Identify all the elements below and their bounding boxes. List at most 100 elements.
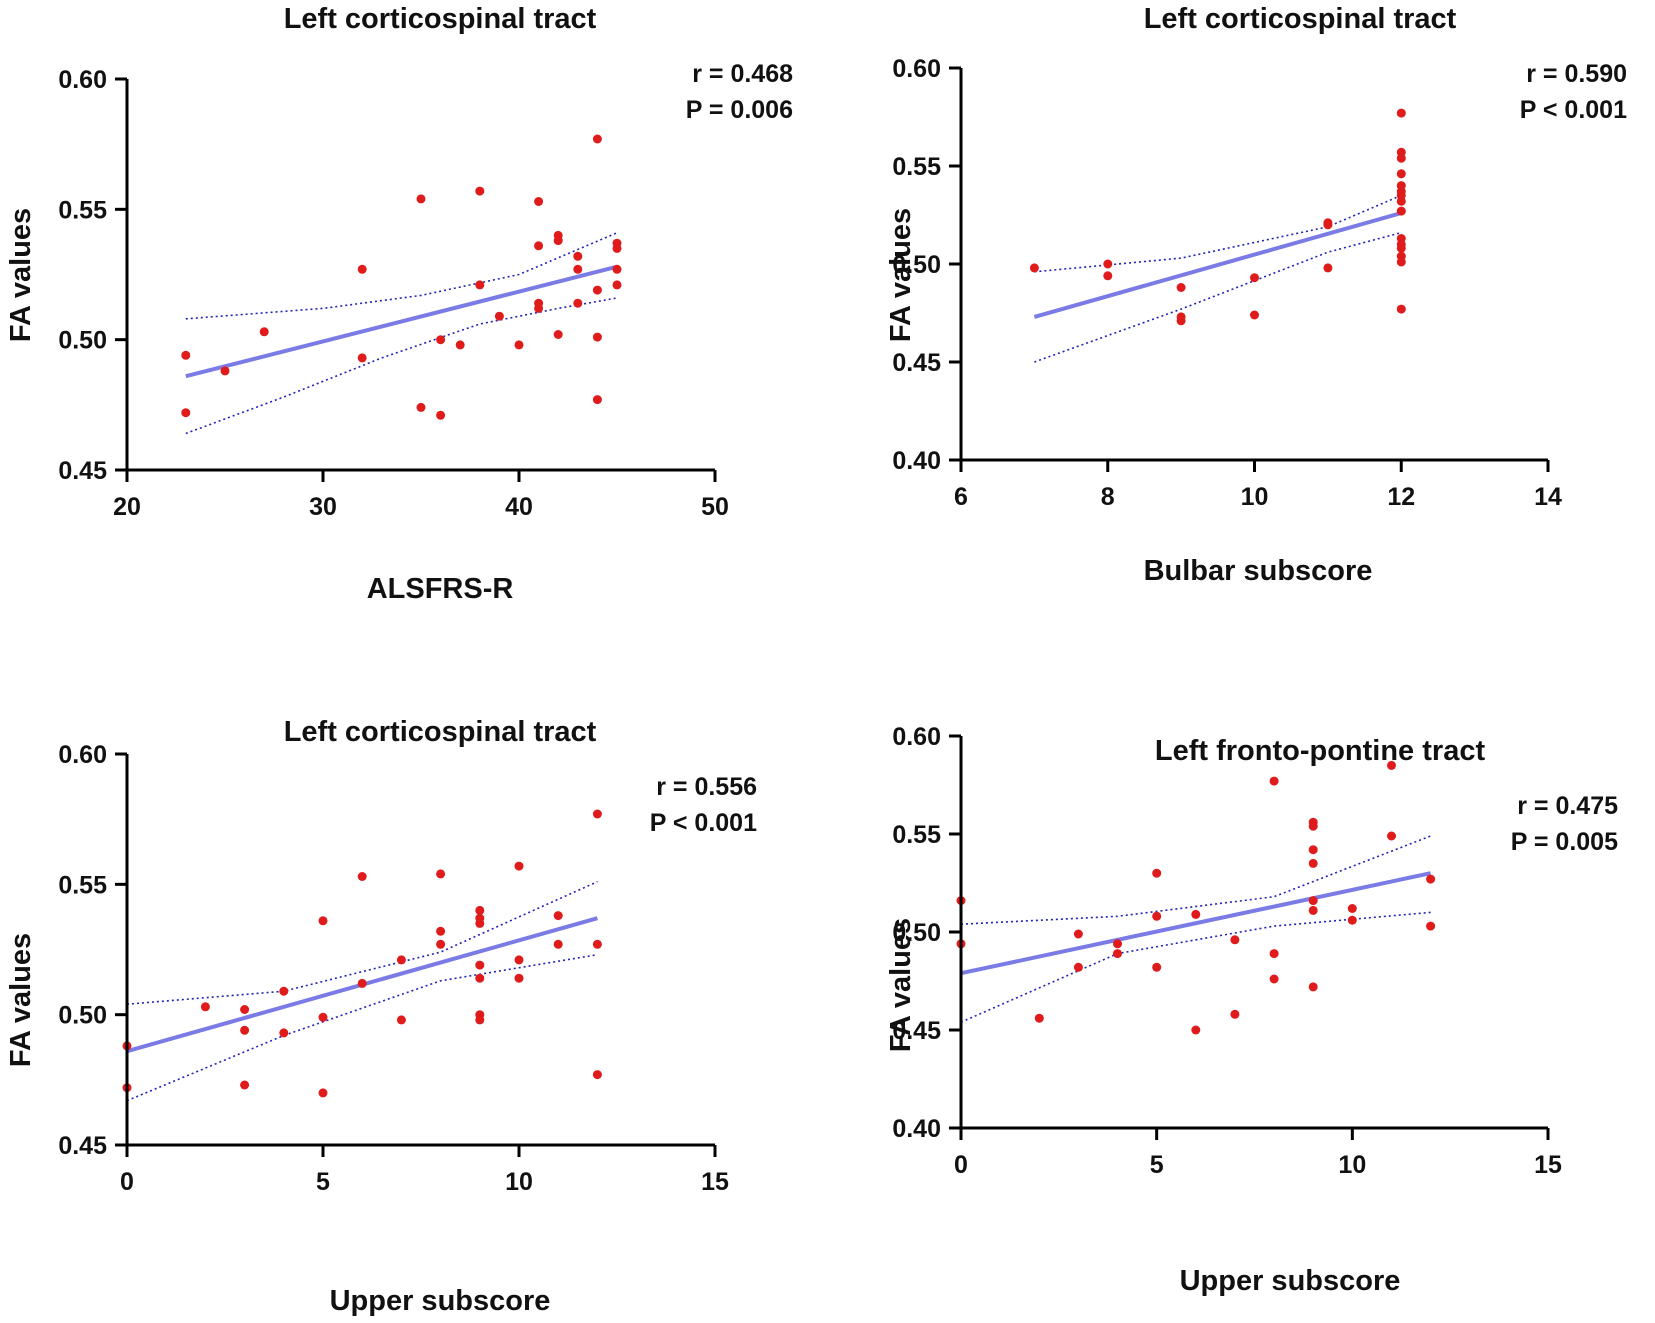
data-point	[573, 251, 583, 261]
y-tick-label: 0.60	[892, 723, 941, 751]
regression-line	[960, 871, 1432, 976]
data-point	[1152, 962, 1162, 972]
x-tick-label: 15	[701, 1168, 729, 1196]
x-tick-label: 12	[1387, 483, 1415, 511]
panel-3-x-ticks: 0 5 10 15	[120, 1145, 729, 1196]
data-point	[592, 332, 602, 342]
data-point	[1103, 259, 1113, 269]
panel-2-title: Left corticospinal tract	[1144, 3, 1457, 35]
y-tick-label: 0.45	[892, 1017, 941, 1045]
x-tick-label: 10	[1241, 483, 1269, 511]
ci-upper-line	[185, 232, 618, 320]
panel-2-stat-p: P < 0.001	[1520, 96, 1627, 124]
data-point	[1191, 909, 1201, 919]
ci-lower-line	[1034, 231, 1402, 363]
panel-1-title: Left corticospinal tract	[284, 3, 597, 35]
x-tick-label: 30	[309, 493, 337, 521]
panel-3-title: Left corticospinal tract	[284, 716, 597, 748]
data-point	[279, 1028, 289, 1038]
panel-3-axes	[125, 754, 715, 1147]
data-point	[553, 236, 563, 246]
regression-line	[185, 264, 618, 379]
panel-2-curves	[1033, 194, 1402, 363]
data-point	[436, 410, 446, 420]
y-tick-label: 0.55	[892, 821, 941, 849]
data-point	[436, 335, 446, 345]
data-point	[1387, 831, 1396, 841]
panel-3-points	[122, 809, 602, 1098]
panel-4-y-ticks: 0.40 0.45 0.50 0.55 0.60	[892, 723, 961, 1143]
data-point	[1269, 949, 1279, 959]
panel-4-ylabel: FA values	[885, 918, 917, 1052]
data-point	[396, 955, 406, 965]
data-point	[1308, 845, 1318, 855]
data-point	[1230, 935, 1240, 945]
data-point	[279, 986, 289, 996]
data-point	[1073, 962, 1083, 972]
x-tick-label: 0	[120, 1168, 134, 1196]
data-point	[534, 197, 544, 206]
data-point	[573, 298, 583, 308]
data-point	[1152, 868, 1162, 878]
data-point	[1308, 982, 1318, 992]
ci-upper-line	[1034, 194, 1402, 273]
x-tick-label: 40	[505, 493, 533, 521]
panel-1-x-ticks: 20 30 40 50	[113, 470, 729, 521]
data-point	[475, 973, 485, 983]
panel-1-axes	[125, 79, 715, 472]
panel-1-y-ticks: 0.45 0.50 0.55 0.60	[58, 66, 127, 485]
data-point	[1426, 874, 1436, 884]
data-point	[1029, 263, 1039, 273]
data-point	[1308, 858, 1318, 868]
data-point	[240, 1005, 250, 1014]
y-tick-label: 0.60	[892, 55, 941, 83]
data-point	[1396, 169, 1406, 179]
y-tick-label: 0.60	[58, 741, 107, 769]
data-point	[1113, 939, 1122, 949]
panel-2-xlabel: Bulbar subscore	[1144, 555, 1373, 587]
data-point	[1396, 257, 1406, 267]
data-point	[1269, 974, 1279, 984]
data-point	[514, 340, 524, 350]
data-point	[475, 280, 485, 290]
panel-4-axes	[959, 736, 1548, 1130]
data-point	[534, 303, 544, 313]
panel-1-ylabel: FA values	[5, 208, 37, 342]
panel-3-stat-r: r = 0.556	[656, 773, 757, 801]
data-point	[612, 264, 622, 274]
panel-2-y-ticks: 0.40 0.45 0.50 0.55 0.60	[892, 55, 961, 475]
data-point	[357, 978, 367, 988]
data-point	[259, 327, 269, 337]
data-point	[220, 366, 230, 376]
panel-2-points	[1029, 108, 1406, 326]
panel-4-title: Left fronto-pontine tract	[1155, 735, 1486, 767]
y-tick-label: 0.50	[58, 327, 107, 355]
y-tick-label: 0.50	[892, 919, 941, 947]
data-point	[475, 960, 485, 970]
data-point	[514, 955, 524, 965]
ci-lower-line	[185, 297, 618, 435]
data-point	[1396, 196, 1406, 206]
panel-1-curves	[185, 232, 618, 435]
data-point	[1396, 243, 1406, 253]
panel-3-xlabel: Upper subscore	[330, 1285, 551, 1317]
data-point	[612, 280, 622, 290]
data-point	[396, 1015, 406, 1025]
data-point	[475, 186, 485, 196]
x-tick-label: 50	[701, 493, 729, 521]
data-point	[592, 1070, 602, 1080]
panel-1-xlabel: ALSFRS-R	[367, 573, 514, 605]
data-point	[436, 926, 446, 936]
y-tick-label: 0.55	[58, 871, 107, 899]
x-tick-label: 5	[316, 1168, 330, 1196]
data-point	[612, 243, 622, 253]
data-point	[357, 264, 367, 274]
data-point	[1113, 949, 1122, 959]
data-point	[514, 861, 524, 871]
data-point	[1387, 760, 1396, 770]
data-point	[592, 285, 602, 295]
data-point	[592, 134, 602, 144]
data-point	[1308, 896, 1318, 906]
data-point	[240, 1025, 250, 1035]
